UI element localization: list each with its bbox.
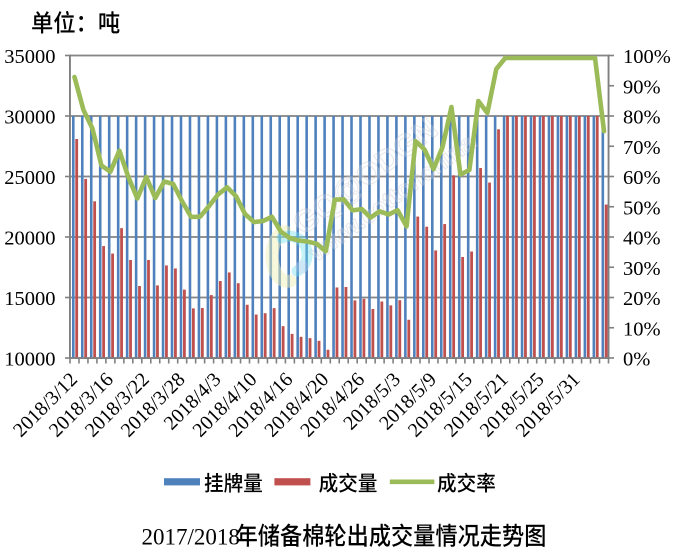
svg-text:10000: 10000 bbox=[4, 349, 55, 371]
svg-text:50%: 50% bbox=[623, 197, 661, 219]
svg-text:70%: 70% bbox=[623, 137, 661, 159]
svg-text:30000: 30000 bbox=[4, 107, 55, 129]
svg-text:15000: 15000 bbox=[4, 288, 55, 310]
svg-text:10%: 10% bbox=[623, 318, 661, 340]
svg-text:80%: 80% bbox=[623, 107, 661, 129]
svg-text:35000: 35000 bbox=[4, 46, 55, 68]
svg-text:40%: 40% bbox=[623, 228, 661, 250]
svg-text:90%: 90% bbox=[623, 76, 661, 98]
svg-text:100%: 100% bbox=[623, 46, 671, 68]
svg-text:2017/2018: 2017/2018 bbox=[142, 525, 240, 550]
svg-text:30%: 30% bbox=[623, 258, 661, 280]
svg-text:60%: 60% bbox=[623, 167, 661, 189]
svg-text:0%: 0% bbox=[623, 349, 650, 371]
svg-text:25000: 25000 bbox=[4, 167, 55, 189]
svg-text:20%: 20% bbox=[623, 288, 661, 310]
svg-text:20000: 20000 bbox=[4, 228, 55, 250]
